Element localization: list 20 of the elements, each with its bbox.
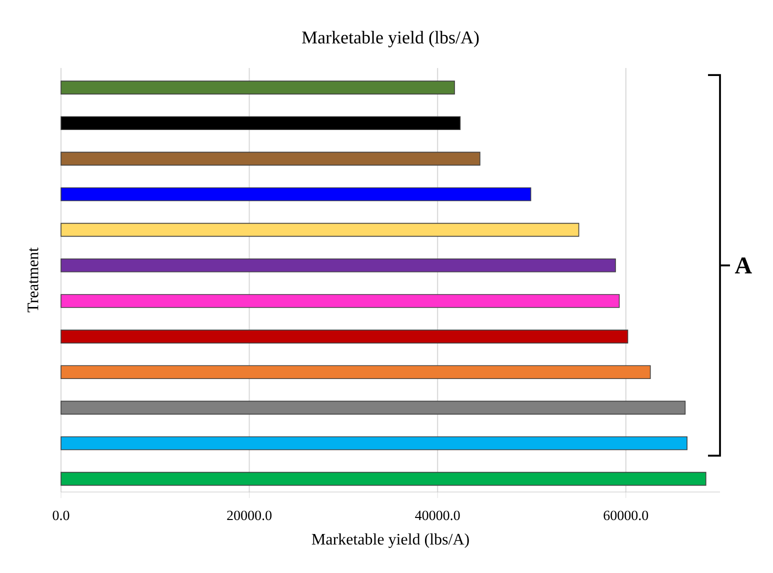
bar: [60, 116, 461, 130]
bar: [60, 258, 616, 272]
bar: [60, 330, 628, 344]
bar: [60, 152, 480, 166]
bar: [60, 365, 651, 380]
bar: [60, 80, 455, 94]
chart-title: Marketable yield (lbs/A): [302, 30, 479, 48]
x-tick-label: 0.0: [52, 510, 70, 520]
bar: [60, 294, 620, 308]
x-axis-title: Marketable yield (lbs/A): [312, 533, 469, 548]
bar: [60, 187, 532, 202]
x-tick-label: 20000.0: [227, 510, 272, 520]
x-tick-label: 60000.0: [604, 510, 648, 520]
text: A: [734, 257, 752, 274]
bar: [60, 472, 706, 486]
x-tick-label: 40000.0: [415, 510, 460, 520]
bar: [60, 222, 580, 237]
bar: [60, 436, 688, 450]
bar: [60, 400, 686, 415]
y-axis-title: Treatment: [28, 247, 38, 312]
